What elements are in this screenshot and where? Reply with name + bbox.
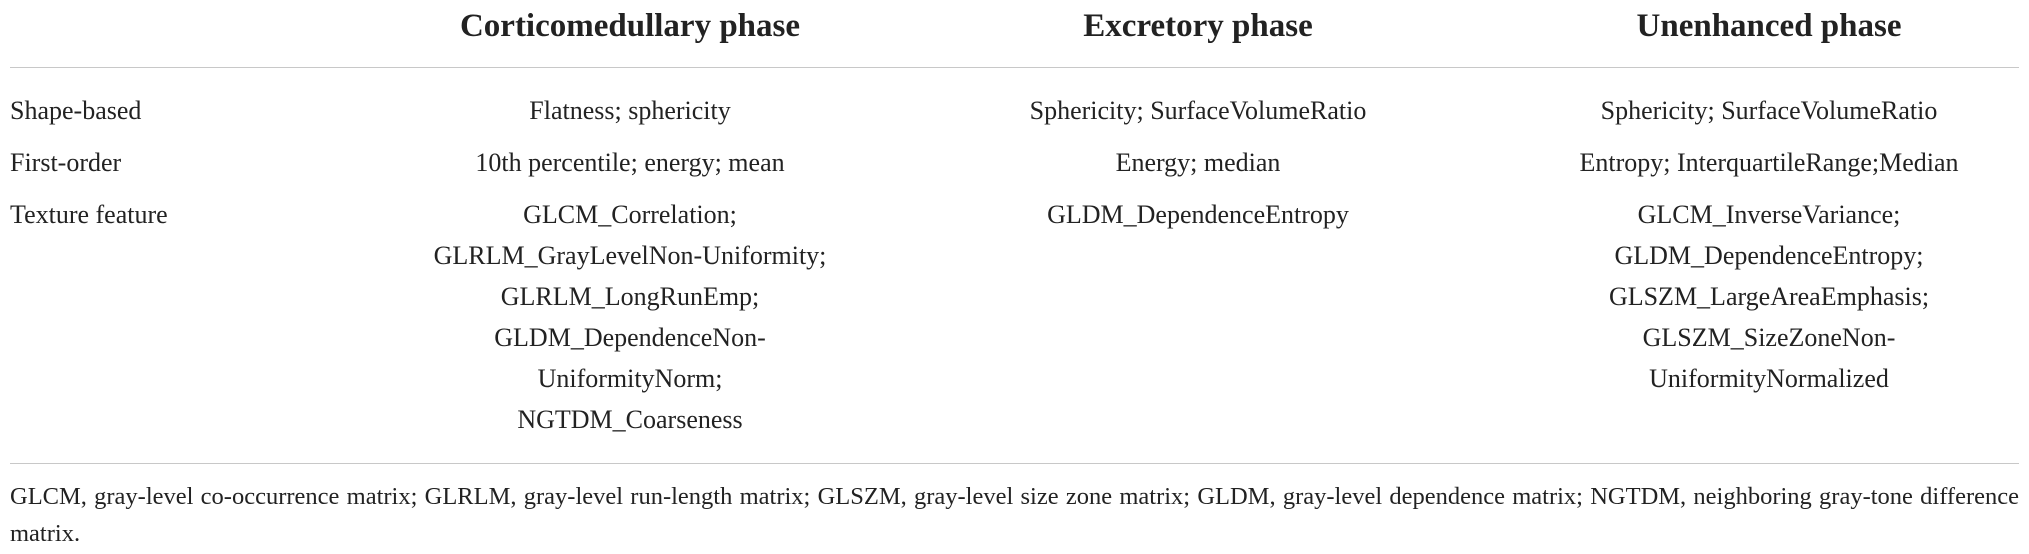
- bottom-rule: [10, 463, 2019, 464]
- cell-line: UniformityNormalized: [1649, 364, 1889, 393]
- row-label: First-order: [10, 148, 122, 177]
- row-label: Shape-based: [10, 96, 142, 125]
- cell-line: Sphericity; SurfaceVolumeRatio: [1029, 96, 1367, 125]
- cell-line: GLCM_Correlation;: [523, 200, 737, 229]
- cell-line: GLRLM_GrayLevelNon-Uniformity;: [433, 241, 827, 270]
- cell-line: Entropy; InterquartileRange;Median: [1579, 148, 1959, 177]
- cell-line: GLDM_DependenceEntropy;: [1614, 241, 1924, 270]
- cell-line: GLCM_InverseVariance;: [1637, 200, 1901, 229]
- footnote: GLCM, gray-level co-occurrence matrix; G…: [10, 483, 2019, 547]
- cell-line: UniformityNorm;: [537, 364, 723, 393]
- cell-line: GLDM_DependenceEntropy: [1047, 200, 1349, 229]
- cell-line: NGTDM_Coarseness: [517, 405, 743, 434]
- cell-line: Energy; median: [1115, 148, 1281, 177]
- cell-line: Sphericity; SurfaceVolumeRatio: [1600, 96, 1938, 125]
- cell-line: GLDM_DependenceNon-: [494, 323, 766, 352]
- cell-line: GLSZM_SizeZoneNon-: [1642, 323, 1896, 352]
- cell-line: GLRLM_LongRunEmp;: [500, 282, 760, 311]
- cell-line: GLSZM_LargeAreaEmphasis;: [1608, 282, 1930, 311]
- cell-line: Flatness; sphericity: [529, 96, 731, 125]
- column-header: Unenhanced phase: [1636, 8, 1902, 44]
- cell-line: 10th percentile; energy; mean: [475, 148, 785, 177]
- column-header: Excretory phase: [1083, 8, 1313, 44]
- column-header: Corticomedullary phase: [459, 8, 801, 44]
- row-label: Texture feature: [10, 200, 168, 229]
- header-rule: [10, 67, 2019, 68]
